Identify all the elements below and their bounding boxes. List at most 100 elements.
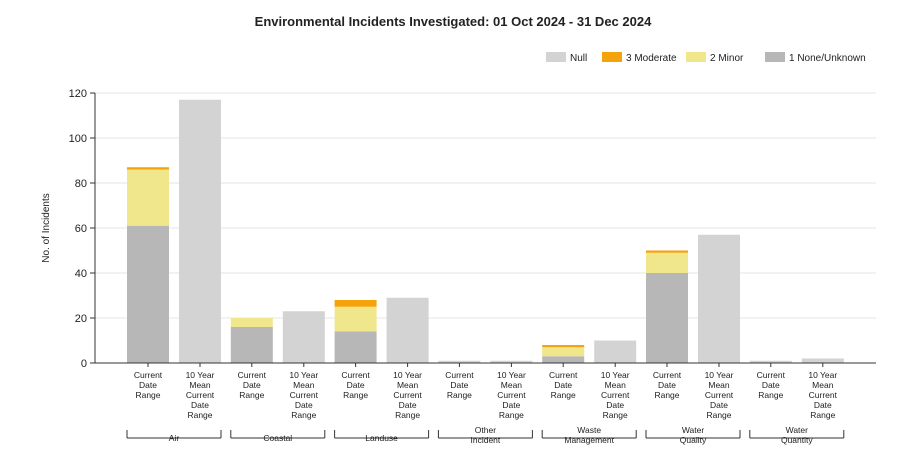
bar-coastal-current-2-minor (230, 318, 273, 327)
bars (127, 99, 844, 363)
x-label-waste-management-mean-line-3: Date (606, 400, 624, 410)
legend-swatch-2-minor (686, 52, 706, 62)
y-axis-label: No. of Incidents (41, 193, 52, 262)
x-label-landuse-mean-line-2: Current (393, 390, 422, 400)
y-tick-label-0: 0 (81, 358, 87, 370)
x-label-coastal-mean-line-1: Mean (293, 380, 315, 390)
bar-coastal-current-1-none-unknown (230, 327, 273, 363)
x-label-air-mean-line-0: 10 Year (186, 370, 215, 380)
legend-label-null: Null (570, 53, 587, 64)
y-tick-label-40: 40 (75, 268, 87, 280)
x-label-other-incident-mean-line-2: Current (497, 390, 526, 400)
group-label-air-line-0: Air (169, 433, 180, 443)
group-label-landuse-line-0: Landuse (365, 433, 398, 443)
legend: Null 3 Moderate 2 Minor 1 None/Unknown (546, 52, 866, 64)
x-label-coastal-current-line-1: Date (243, 380, 261, 390)
group-label-other-incident-line-0: Other (475, 425, 496, 435)
x-label-coastal-mean-line-2: Current (290, 390, 319, 400)
x-label-air-mean-line-2: Current (186, 390, 215, 400)
x-label-water-quantity-mean-line-3: Date (814, 400, 832, 410)
bar-air-mean-null (179, 99, 221, 363)
chart-title: Environmental Incidents Investigated: 01… (255, 14, 652, 29)
y-ticks: 0 20 40 60 80 100 120 (69, 88, 95, 370)
group-label-coastal-line-0: Coastal (263, 433, 292, 443)
x-label-other-incident-current-line-2: Range (447, 390, 472, 400)
x-label-coastal-mean-line-3: Date (295, 400, 313, 410)
x-label-waste-management-mean-line-1: Mean (605, 380, 627, 390)
bar-water-quality-mean-null (698, 234, 740, 363)
bar-other-incident-current-null (438, 360, 481, 363)
x-label-coastal-current-line-2: Range (239, 390, 264, 400)
x-label-other-incident-current-line-1: Date (450, 380, 468, 390)
x-label-other-incident-mean-line-1: Mean (501, 380, 523, 390)
y-tick-label-120: 120 (69, 88, 87, 100)
x-label-landuse-mean-line-3: Date (399, 400, 417, 410)
y-tick-label-20: 20 (75, 313, 87, 325)
group-label-waste-management-line-0: Waste (577, 425, 601, 435)
x-label-water-quality-current-line-0: Current (653, 370, 682, 380)
bar-air-current-1-none-unknown (127, 225, 169, 363)
x-label-water-quantity-current-line-1: Date (762, 380, 780, 390)
legend-label-1-none-unknown: 1 None/Unknown (789, 53, 866, 64)
x-label-landuse-current-line-0: Current (341, 370, 370, 380)
x-label-air-current-line-0: Current (134, 370, 163, 380)
legend-label-3-moderate: 3 Moderate (626, 53, 677, 64)
x-label-water-quality-mean-line-0: 10 Year (705, 370, 734, 380)
bar-water-quality-current-1-none-unknown (646, 273, 688, 363)
bar-waste-management-mean-null (594, 340, 637, 363)
x-label-water-quality-current-line-1: Date (658, 380, 676, 390)
y-tick-label-100: 100 (69, 133, 87, 145)
legend-swatch-3-moderate (602, 52, 622, 62)
bar-air-current-2-minor (127, 169, 169, 226)
grid-lines (95, 92, 876, 319)
group-label-water-quality-line-1: Quality (680, 435, 707, 445)
x-label-air-mean-line-1: Mean (189, 380, 211, 390)
bar-landuse-current-2-minor (334, 306, 377, 332)
x-label-landuse-mean-line-4: Range (395, 410, 420, 420)
group-label-other-incident-line-1: Incident (471, 435, 501, 445)
legend-swatch-1-none-unknown (765, 52, 785, 62)
group-label-water-quality-line-0: Water (682, 425, 705, 435)
group-label-water-quantity-line-1: Quantity (781, 435, 813, 445)
x-label-other-incident-mean-line-4: Range (499, 410, 524, 420)
x-label-water-quality-mean-line-4: Range (706, 410, 731, 420)
x-label-air-current-line-2: Range (135, 390, 160, 400)
x-label-air-mean-line-3: Date (191, 400, 209, 410)
x-label-coastal-mean-line-0: 10 Year (289, 370, 318, 380)
x-label-other-incident-mean-line-3: Date (502, 400, 520, 410)
x-label-waste-management-mean-line-0: 10 Year (601, 370, 630, 380)
legend-swatch-null (546, 52, 566, 62)
x-label-waste-management-mean-line-2: Current (601, 390, 630, 400)
x-label-waste-management-mean-line-4: Range (603, 410, 628, 420)
bar-other-incident-mean-null (490, 360, 533, 363)
x-label-landuse-mean-line-0: 10 Year (393, 370, 422, 380)
x-label-water-quantity-mean-line-0: 10 Year (808, 370, 837, 380)
x-label-landuse-mean-line-1: Mean (397, 380, 419, 390)
x-label-air-mean-line-4: Range (187, 410, 212, 420)
x-label-landuse-current-line-1: Date (347, 380, 365, 390)
bar-coastal-mean-null (282, 311, 325, 363)
x-label-waste-management-current-line-1: Date (554, 380, 572, 390)
x-label-landuse-current-line-2: Range (343, 390, 368, 400)
x-label-water-quality-current-line-2: Range (654, 390, 679, 400)
bar-water-quantity-current-null (749, 360, 792, 363)
group-label-waste-management-line-1: Management (564, 435, 614, 445)
bar-landuse-current-3-moderate (334, 300, 377, 307)
legend-label-2-minor: 2 Minor (710, 53, 744, 64)
x-label-water-quality-mean-line-2: Current (705, 390, 734, 400)
x-label-water-quantity-mean-line-1: Mean (812, 380, 834, 390)
x-label-coastal-current-line-0: Current (238, 370, 267, 380)
y-tick-label-80: 80 (75, 178, 87, 190)
x-label-water-quality-mean-line-1: Mean (708, 380, 730, 390)
y-tick-label-60: 60 (75, 223, 87, 235)
x-label-water-quantity-mean-line-2: Current (809, 390, 838, 400)
bar-waste-management-current-3-moderate (542, 345, 585, 348)
x-label-other-incident-mean-line-0: 10 Year (497, 370, 526, 380)
x-label-coastal-mean-line-4: Range (291, 410, 316, 420)
bar-water-quality-current-2-minor (646, 252, 688, 273)
x-label-water-quantity-current-line-0: Current (757, 370, 786, 380)
bar-landuse-mean-null (386, 297, 429, 363)
